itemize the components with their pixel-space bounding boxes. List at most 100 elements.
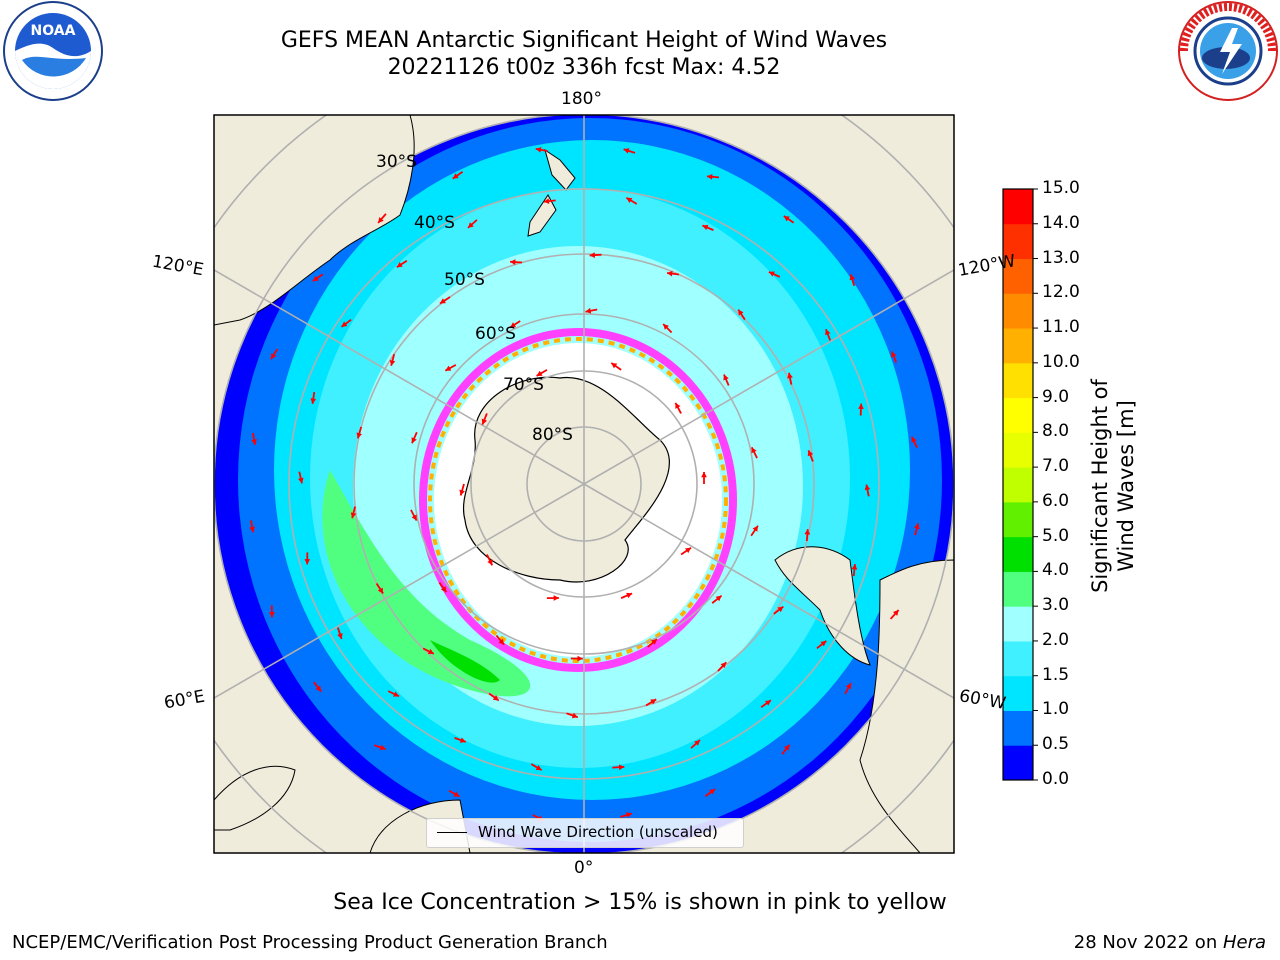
colorbar-tick-label: 3.0: [1042, 595, 1070, 616]
wave-direction-arrowhead: [777, 606, 784, 613]
wave-direction-arrowhead: [459, 737, 466, 743]
wave-direction-arrowhead: [820, 640, 827, 647]
wave-direction-arrowhead: [577, 655, 583, 662]
colorbar: [1002, 188, 1038, 781]
africa-landmass: [214, 765, 471, 853]
footer-date-text: 28 Nov 2022 on: [1073, 932, 1223, 953]
wave-direction-arrowhead: [445, 365, 452, 371]
colorbar-tick-label: 14.0: [1042, 212, 1080, 233]
wave-direction-arrowhead: [411, 437, 417, 444]
wave-direction-arrowhead: [481, 418, 488, 425]
wave-direction-arrowhead: [498, 638, 505, 645]
wave-direction-arrowhead: [297, 477, 304, 484]
wave-direction-arrowhead: [535, 146, 542, 153]
wave-direction-arrowhead: [825, 329, 831, 336]
wave-direction-arrowhead: [715, 595, 722, 602]
colorbar-segment: [1003, 293, 1033, 329]
colorbar-segment: [1003, 675, 1033, 711]
lat-label-70s: 70°S: [503, 375, 544, 395]
colorbar-segment: [1003, 362, 1033, 399]
wave-direction-arrowhead: [618, 764, 625, 771]
lat-label-30s: 30°S: [376, 152, 417, 172]
wave-direction-arrowhead: [379, 744, 386, 751]
colorbar-tick-label: 13.0: [1042, 247, 1080, 268]
wave-direction-arrowhead: [356, 432, 363, 439]
wave-direction-arrowhead: [452, 173, 459, 179]
colorbar-segment: [1003, 223, 1033, 260]
chart-subtitle: 20221126 t00z 336h fcst Max: 4.52: [387, 55, 781, 80]
wave-direction-arrowhead: [751, 447, 757, 454]
wave-direction-arrowhead: [585, 307, 592, 314]
footer-host: Hera: [1222, 932, 1266, 953]
map-frame: [213, 114, 955, 854]
footer-credit: NCEP/EMC/Verification Post Processing Pr…: [12, 932, 608, 953]
wave-direction-arrowhead: [667, 270, 673, 277]
lat-label-80s: 80°S: [532, 425, 573, 445]
wave-direction-arrowhead: [396, 261, 403, 268]
colorbar-tick-label: 4.0: [1042, 560, 1070, 581]
colorbar-tick-label: 10.0: [1042, 351, 1080, 372]
wave-direction-arrowhead: [492, 695, 499, 701]
wave-direction-arrowhead: [891, 351, 897, 358]
wave-direction-arrowhead: [589, 252, 596, 258]
wave-direction-arrowhead: [440, 586, 447, 593]
wave-direction-arrowhead: [337, 633, 343, 639]
wave-direction-arrowhead: [701, 472, 707, 478]
colorbar-segment: [1003, 258, 1033, 294]
colorbar-segment: [1003, 397, 1033, 433]
colorbar-tick-label: 11.0: [1042, 317, 1080, 338]
wave-direction-arrowhead: [626, 592, 633, 599]
wave-direction-arrowhead: [914, 523, 920, 530]
wave-direction-arrowhead: [702, 224, 709, 231]
footer-date: 28 Nov 2022 on Hera: [1074, 932, 1266, 953]
colorbar-tick-label: 1.0: [1042, 699, 1070, 720]
wave-direction-arrowhead: [764, 700, 771, 706]
lon-label-180: 180°: [561, 89, 602, 109]
wave-direction-arrowhead: [378, 217, 384, 223]
wave-direction-arrowhead: [626, 812, 632, 818]
lat-label-50s: 50°S: [444, 270, 485, 290]
wave-direction-arrowhead: [571, 712, 578, 719]
sea-ice-note: Sea Ice Concentration > 15% is shown in …: [333, 890, 947, 915]
wave-direction-arrowhead: [626, 197, 633, 203]
wave-height-field: [214, 115, 954, 853]
wave-direction-arrowhead: [535, 764, 542, 771]
wave-direction-arrowhead: [459, 489, 465, 496]
colorbar-tick-label: 0.5: [1042, 734, 1070, 755]
colorbar-segment: [1003, 571, 1033, 607]
wave-direction-arrowhead: [304, 559, 311, 565]
wind-wave-arrows: [249, 146, 920, 822]
lon-label-0: 0°: [574, 858, 594, 878]
colorbar-segment: [1003, 501, 1033, 538]
wave-direction-arrowhead: [536, 370, 543, 376]
wave-direction-arrowhead: [709, 789, 716, 795]
wave-direction-arrowhead: [439, 298, 446, 304]
colorbar-segment: [1003, 710, 1033, 746]
colorbar-segment: [1003, 640, 1033, 677]
colorbar-tick-label: 15.0: [1042, 178, 1080, 198]
lat-label-40s: 40°S: [414, 213, 455, 233]
wave-direction-arrowhead: [611, 362, 618, 369]
chart-title: GEFS MEAN Antarctic Significant Height o…: [280, 28, 888, 53]
wave-direction-arrowhead: [694, 740, 700, 746]
wave-direction-arrowhead: [720, 662, 727, 669]
graticule: [214, 115, 954, 853]
nws-logo-icon: [1178, 1, 1278, 101]
wave-direction-arrowhead: [510, 259, 516, 265]
wave-direction-arrowhead: [251, 439, 257, 445]
wave-direction-arrowhead: [675, 402, 681, 409]
wave-direction-arrowhead: [651, 639, 657, 645]
legend-line-swatch: [437, 832, 467, 833]
wave-direction-arrowhead: [864, 484, 871, 491]
wave-direction-arrowhead: [312, 275, 319, 282]
wave-direction-arrowhead: [663, 324, 669, 330]
wave-direction-arrowhead: [723, 374, 729, 381]
wave-direction-arrowhead: [804, 529, 811, 535]
wave-direction-arrowhead: [453, 791, 460, 797]
wave-direction-arrowhead: [350, 512, 357, 519]
colorbar-segment: [1003, 745, 1033, 781]
colorbar-tick-label: 12.0: [1042, 282, 1080, 303]
wave-direction-arrowhead: [411, 514, 417, 521]
colorbar-tick-label: 8.0: [1042, 421, 1070, 442]
